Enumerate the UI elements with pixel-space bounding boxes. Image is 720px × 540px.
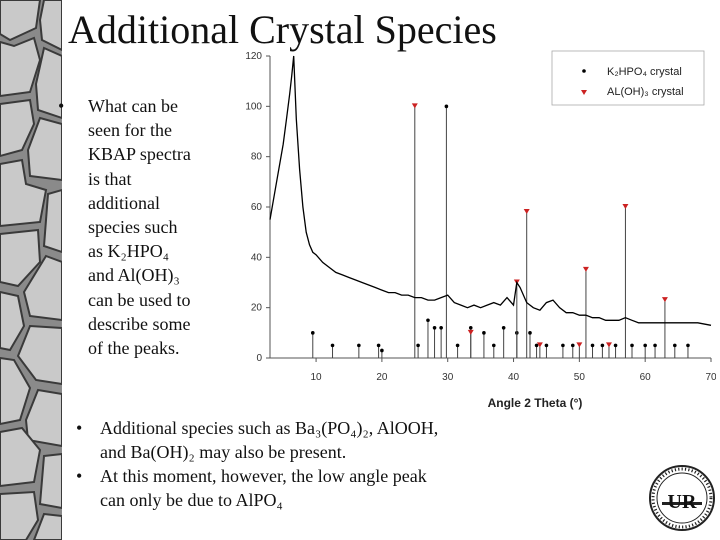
aloh3-peak-marker bbox=[576, 342, 583, 348]
aloh3-peak-marker bbox=[622, 204, 629, 209]
k2hpo4-peak-marker bbox=[561, 343, 565, 348]
text-line: Additional species such as Ba₃(PO₄)₂, Al… bbox=[100, 418, 439, 438]
legend-label-aloh3: AL(OH)₃ crystal bbox=[607, 86, 684, 98]
k2hpo4-peak-marker bbox=[613, 343, 618, 348]
y-tick-label: 120 bbox=[245, 51, 262, 62]
aloh3-peak-marker bbox=[467, 329, 474, 335]
bullet-kbap-text: What can be seen for the KBAP spectra is… bbox=[88, 94, 218, 360]
text-line: species such bbox=[88, 217, 178, 238]
bullet-symbol: • bbox=[58, 96, 65, 116]
aloh3-peak-marker bbox=[605, 342, 612, 348]
bullet-additional-species: • Additional species such as Ba₃(PO₄)₂, … bbox=[76, 416, 496, 464]
text-line: is that bbox=[88, 168, 132, 189]
k2hpo4-peak-marker bbox=[672, 343, 677, 348]
y-tick-label: 100 bbox=[245, 101, 262, 112]
university-seal-logo: UR bbox=[649, 465, 715, 531]
aloh3-peak-marker bbox=[582, 266, 589, 272]
x-tick-label: 10 bbox=[311, 372, 323, 383]
legend-label-k2hpo4: K₂HPO₄ crystal bbox=[607, 66, 682, 78]
k2hpo4-peak-marker bbox=[376, 343, 381, 348]
y-tick-label: 20 bbox=[251, 303, 263, 314]
k2hpo4-peak-marker bbox=[491, 343, 496, 348]
k2hpo4-peak-marker bbox=[501, 326, 506, 330]
text-line: and Ba(OH)₂ may also be present. bbox=[100, 442, 347, 462]
aloh3-peak-marker bbox=[536, 342, 543, 348]
text-line: can be used to bbox=[88, 289, 191, 310]
k2hpo4-peak-marker bbox=[310, 331, 315, 335]
k2hpo4-peak-marker bbox=[468, 326, 473, 330]
x-tick-label: 40 bbox=[508, 372, 520, 383]
k2hpo4-peak-marker bbox=[643, 343, 647, 348]
bullet-low-angle-peak: • At this moment, however, the low angle… bbox=[76, 464, 496, 512]
slide-title: Additional Crystal Species bbox=[68, 7, 497, 52]
k2hpo4-peak-marker bbox=[482, 331, 486, 335]
x-tick-label: 30 bbox=[442, 372, 454, 383]
bullet-symbol: • bbox=[76, 466, 83, 486]
k2hpo4-peak-marker bbox=[686, 343, 690, 348]
y-tick-label: 0 bbox=[256, 353, 262, 364]
k2hpo4-peak-marker bbox=[416, 343, 420, 348]
text-line: describe some bbox=[88, 313, 191, 334]
y-tick-label: 60 bbox=[251, 202, 263, 213]
k2hpo4-peak-marker bbox=[630, 343, 634, 348]
cracked-texture-border bbox=[0, 0, 62, 540]
x-tick-label: 70 bbox=[705, 372, 716, 383]
k2hpo4-peak-marker bbox=[444, 104, 449, 109]
text-line: and Al(OH)₃ bbox=[88, 265, 180, 286]
legend-dot-marker bbox=[582, 69, 586, 73]
text-line: of the peaks. bbox=[88, 338, 180, 359]
legend: K₂HPO₄ crystal AL(OH)₃ crystal bbox=[551, 50, 705, 106]
text-line: seen for the bbox=[88, 120, 172, 141]
k2hpo4-peak-marker bbox=[570, 343, 575, 348]
k2hpo4-peak-marker bbox=[439, 326, 443, 330]
plot-area: 0 20 40 60 80 100 120 10 20 30 40 50 60 70 bbox=[245, 51, 716, 383]
k2hpo4-peak-marker bbox=[534, 343, 539, 348]
k2hpo4-peak-marker bbox=[590, 343, 595, 348]
x-tick-label: 20 bbox=[376, 372, 388, 383]
text-line: can only be due to AlPO₄ bbox=[100, 490, 283, 510]
text-line: KBAP spectra bbox=[88, 144, 191, 165]
xrd-chart: 0 20 40 60 80 100 120 10 20 30 40 50 60 70 Angle 2 Th… bbox=[245, 50, 716, 410]
x-tick-label: 50 bbox=[574, 372, 586, 383]
k2hpo4-peak-marker bbox=[653, 343, 657, 348]
k2hpo4-peak-marker bbox=[544, 343, 549, 348]
text-line: as K₂HPO₄ bbox=[88, 241, 170, 262]
seal-monogram: UR bbox=[668, 491, 697, 513]
k2hpo4-peak-marker bbox=[455, 343, 460, 348]
k2hpo4-peak-marker bbox=[330, 343, 335, 348]
spectrum-series-line bbox=[269, 55, 712, 326]
legend-triangle-marker bbox=[581, 90, 587, 95]
text-line: What can be bbox=[88, 96, 178, 116]
aloh3-peak-marker bbox=[523, 209, 530, 215]
k2hpo4-peak-marker bbox=[432, 326, 437, 330]
x-tick-label: 60 bbox=[640, 372, 652, 383]
bullet-symbol: • bbox=[76, 418, 83, 438]
k2hpo4-peak-marker bbox=[600, 343, 605, 348]
bullet-list-species: • Additional species such as Ba₃(PO₄)₂, … bbox=[76, 416, 496, 512]
y-tick-label: 40 bbox=[251, 252, 263, 263]
x-axis-label: Angle 2 Theta (°) bbox=[488, 396, 583, 410]
text-line: additional bbox=[88, 192, 160, 213]
k2hpo4-peak-marker bbox=[357, 343, 361, 348]
k2hpo4-peak-marker bbox=[380, 348, 384, 353]
text-line: At this moment, however, the low angle p… bbox=[100, 466, 427, 486]
k2hpo4-peak-marker bbox=[426, 318, 430, 323]
k2hpo4-peak-marker bbox=[528, 331, 532, 335]
aloh3-peak-marker bbox=[411, 103, 418, 109]
aloh3-peak-marker bbox=[661, 297, 668, 303]
legend-box bbox=[551, 50, 705, 106]
y-tick-label: 80 bbox=[251, 152, 263, 163]
